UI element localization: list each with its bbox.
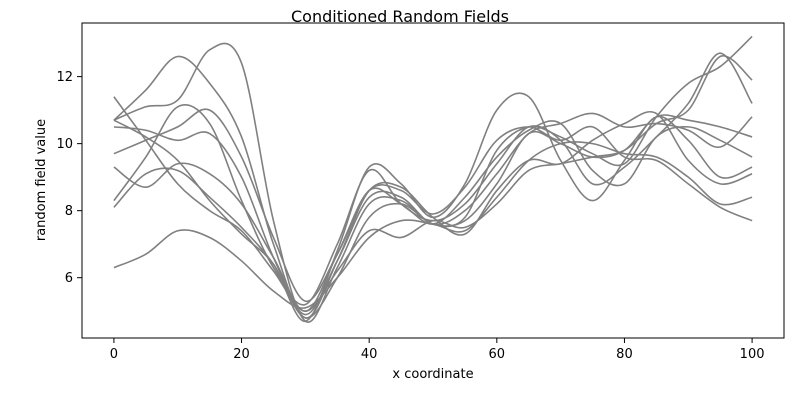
y-tick-label: 6 (65, 271, 73, 286)
x-tick-label: 80 (616, 347, 633, 362)
x-tick-label: 60 (489, 347, 506, 362)
series-line-8 (113, 35, 753, 323)
plot-frame (81, 22, 785, 339)
x-tick-label: 0 (110, 347, 118, 362)
series-line-9 (113, 52, 753, 306)
y-axis-label: random field value (34, 119, 49, 241)
series-line-4 (113, 55, 753, 319)
series-line-2 (113, 55, 753, 312)
y-tick-label: 8 (65, 204, 73, 219)
series-lines (113, 35, 753, 323)
series-line-10 (113, 108, 753, 302)
y-tick-label: 12 (56, 70, 73, 85)
x-axis-label: x coordinate (392, 367, 473, 382)
x-tick-label: 40 (361, 347, 378, 362)
series-line-5 (113, 120, 753, 312)
x-axis: 0 20 40 60 80 100 (110, 338, 765, 362)
series-line-3 (113, 92, 753, 323)
series-line-1 (113, 141, 753, 309)
y-axis: 6 8 10 12 (56, 70, 82, 286)
x-tick-label: 20 (233, 347, 250, 362)
y-tick-label: 10 (56, 137, 73, 152)
chart-title: Conditioned Random Fields (291, 7, 509, 26)
x-tick-label: 100 (740, 347, 765, 362)
